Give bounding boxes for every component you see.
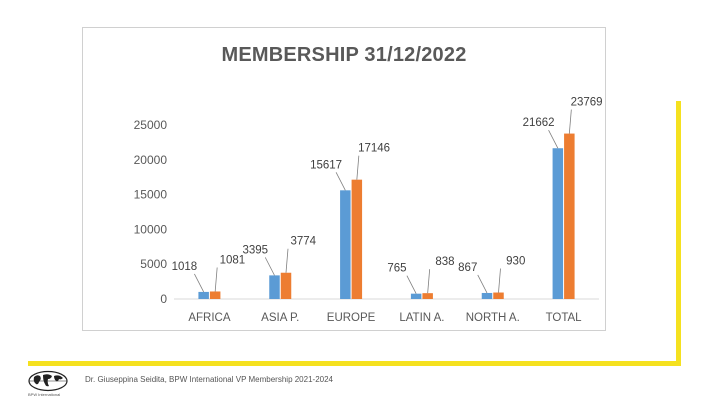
chart-title: MEMBERSHIP 31/12/2022 (221, 44, 467, 66)
bars (198, 133, 575, 299)
x-tick-label: ASIA P. (261, 312, 299, 324)
bar (351, 179, 363, 299)
bar (422, 293, 433, 299)
y-tick-label: 20000 (134, 153, 168, 167)
leader-line (477, 274, 488, 294)
x-tick-label: LATIN A. (399, 312, 444, 324)
bar (269, 275, 280, 299)
y-axis: 0 5000 10000 15000 20000 25000 (134, 118, 168, 306)
data-label: 765 (387, 263, 406, 275)
bar (564, 133, 575, 299)
x-tick-label: AFRICA (188, 312, 231, 324)
leader-line (356, 155, 360, 180)
x-tick-label: EUROPE (327, 312, 376, 324)
x-axis: AFRICA ASIA P. EUROPE LATIN A. NORTH A. TOTAL (174, 298, 599, 324)
leader-line (427, 269, 431, 294)
y-tick-label: 0 (160, 292, 167, 306)
data-label: 867 (458, 262, 477, 274)
bar (493, 292, 504, 299)
y-tick-label: 10000 (134, 222, 168, 236)
bar (198, 291, 209, 299)
leader-line (406, 275, 417, 294)
y-tick-label: 5000 (140, 257, 167, 271)
leader-line (285, 248, 289, 273)
data-label: 17146 (358, 143, 390, 155)
data-label: 3395 (242, 244, 268, 256)
leader-line (194, 273, 205, 293)
leader-line (214, 267, 218, 292)
bar (280, 272, 292, 299)
bar (410, 293, 422, 299)
leader-line (264, 257, 275, 276)
y-tick-label: 25000 (134, 118, 168, 132)
bar (552, 148, 564, 299)
data-label-leaders (194, 109, 572, 294)
data-label: 15617 (310, 159, 342, 171)
y-tick-label: 15000 (134, 188, 168, 202)
data-label: 1081 (220, 254, 246, 266)
bar (209, 291, 221, 299)
x-tick-label: NORTH A. (466, 312, 520, 324)
data-label: 23769 (571, 97, 603, 109)
leader-line (498, 268, 501, 293)
data-label: 930 (506, 256, 525, 268)
accent-bar-vertical (676, 101, 681, 366)
leader-line (568, 109, 572, 134)
bar (481, 292, 493, 299)
data-label: 838 (435, 256, 454, 268)
x-tick-label: TOTAL (546, 312, 583, 324)
bpw-logo (28, 370, 68, 392)
data-label: 21662 (523, 117, 555, 129)
bar (340, 190, 351, 299)
leader-line (548, 130, 559, 149)
data-label: 3774 (290, 236, 316, 248)
data-label: 1018 (172, 261, 198, 273)
accent-bar-horizontal (28, 361, 681, 366)
leader-line (335, 172, 346, 191)
footer-credit: Dr. Giuseppina Seidita, BPW Internationa… (85, 375, 333, 384)
logo-caption: BPW International (28, 392, 61, 397)
